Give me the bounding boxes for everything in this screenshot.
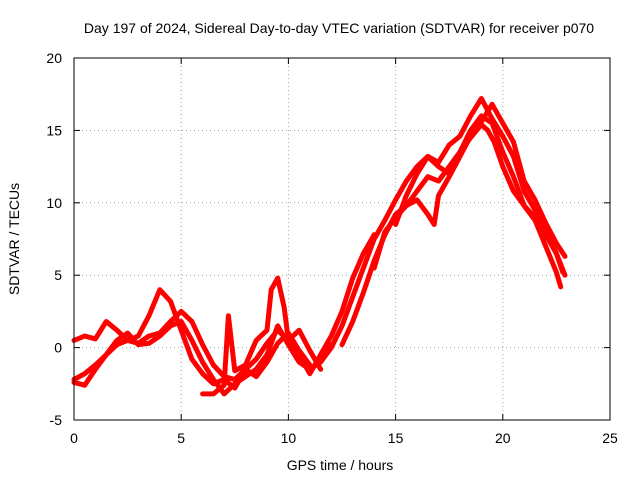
x-tick-label: 15 (388, 430, 404, 446)
x-tick-label: 0 (70, 430, 78, 446)
y-tick-label: 20 (46, 50, 62, 66)
x-tick-label: 20 (495, 430, 511, 446)
chart-title: Day 197 of 2024, Sidereal Day-to-day VTE… (84, 20, 594, 36)
axis-layer: 0 5 10 15 20 25 -5 0 5 10 15 20 (46, 50, 618, 446)
y-tick-label: 10 (46, 195, 62, 211)
series-layer (71, 96, 568, 397)
y-axis-label: SDTVAR / TECUs (6, 183, 22, 295)
series-line-satellite-track-4 (200, 275, 324, 397)
y-tick-label: -5 (50, 412, 63, 428)
y-tick-label: 0 (54, 340, 62, 356)
series-line-satellite-track-8 (393, 122, 568, 278)
series-line-satellite-track-6 (339, 113, 564, 348)
series-line-satellite-track-3 (71, 319, 334, 397)
plot-frame (73, 57, 611, 421)
x-tick-label: 10 (281, 430, 297, 446)
x-tick-label: 25 (602, 430, 618, 446)
y-tick-label: 15 (46, 122, 62, 138)
grid-layer (74, 58, 610, 420)
series-line-satellite-track-5 (318, 96, 566, 365)
y-tick-label: 5 (54, 267, 62, 283)
x-axis-label: GPS time / hours (287, 457, 394, 473)
x-tick-label: 5 (177, 430, 185, 446)
